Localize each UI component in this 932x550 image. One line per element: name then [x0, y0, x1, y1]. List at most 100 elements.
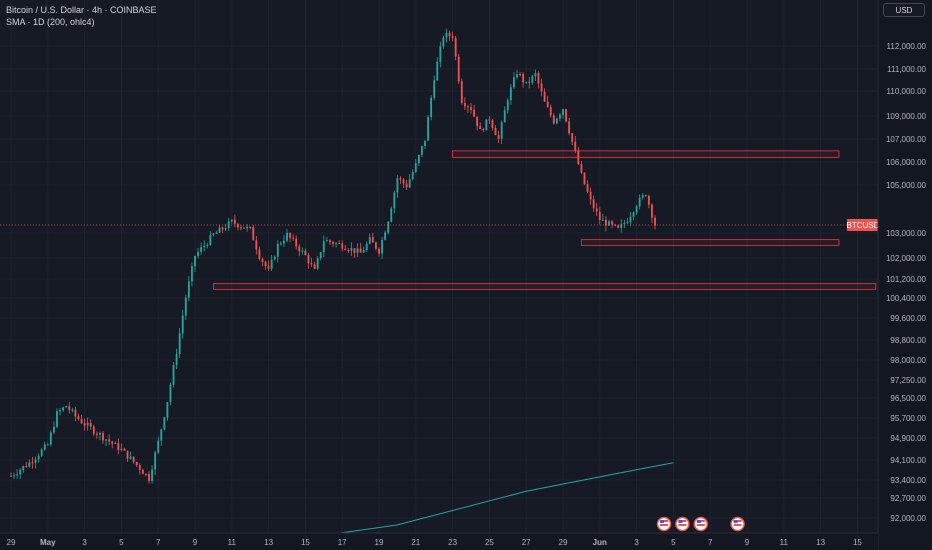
candle-body	[424, 140, 426, 147]
flag-icon-canton	[660, 520, 664, 523]
candle-body	[635, 206, 638, 213]
candle-body	[298, 246, 301, 252]
candle-body	[175, 354, 178, 366]
candle-body	[264, 261, 267, 267]
time-axis-label: 7	[156, 538, 161, 547]
candle-body	[601, 219, 604, 221]
time-axis-label: 29	[559, 538, 568, 547]
candle-body	[568, 121, 571, 134]
candle-body	[467, 106, 469, 108]
candle-body	[595, 208, 598, 212]
candle-body	[86, 422, 89, 426]
candle-body	[417, 154, 420, 164]
candle-body	[421, 146, 423, 155]
time-axis-label: 23	[448, 538, 457, 547]
candle-body	[286, 233, 288, 241]
candle-body	[111, 441, 114, 444]
candle-body	[105, 439, 107, 441]
candle-body	[99, 433, 101, 435]
candle-body	[187, 281, 190, 298]
price-axis-label: 99,600.00	[890, 314, 926, 323]
candle-body	[353, 248, 356, 253]
candle-body	[301, 250, 304, 252]
plot-background	[0, 0, 878, 533]
candle-body	[531, 76, 534, 83]
candle-body	[457, 56, 460, 82]
candle-body	[184, 297, 187, 316]
candle-body	[221, 227, 224, 230]
time-axis: 29 May 3 5 7 9 11 13 15 17 19 21 23 25 27 29 Jun 3 5 7 9 11 13…	[0, 532, 878, 550]
price-axis-label: 98,000.00	[890, 356, 926, 365]
time-axis-label: 5	[671, 538, 676, 547]
price-axis-label: 110,000.00	[887, 87, 927, 96]
us-flag-event-icon[interactable]	[675, 516, 690, 532]
candle-body	[638, 197, 641, 207]
candle-body	[132, 456, 135, 462]
candle-body	[344, 248, 347, 250]
candle-body	[141, 469, 144, 474]
candle-body	[534, 73, 537, 77]
candle-body	[206, 244, 209, 246]
candle-body	[295, 238, 298, 247]
candle-body	[80, 419, 83, 424]
time-axis-label: 7	[708, 538, 713, 547]
candle-body	[390, 208, 393, 222]
candle-body	[365, 243, 368, 251]
candle-body	[408, 179, 411, 188]
candle-body	[371, 237, 374, 243]
flag-icon-stripe	[660, 524, 668, 526]
candle-body	[525, 81, 528, 83]
candle-body	[22, 466, 25, 470]
price-axis-label: 92,000.00	[890, 514, 926, 523]
candle-body	[479, 126, 482, 129]
candle-body	[240, 227, 242, 229]
candle-body	[485, 119, 488, 131]
candle-body	[37, 455, 40, 460]
price-axis-panel	[878, 0, 932, 550]
candle-body	[559, 114, 561, 119]
time-axis-label: 3	[82, 538, 87, 547]
symbol-tag-text: BTCUSD	[847, 221, 880, 230]
candle-body	[31, 462, 34, 464]
candle-body	[56, 411, 58, 427]
time-axis-label: 27	[522, 538, 531, 547]
time-axis-label: 15	[301, 538, 310, 547]
candle-body	[108, 439, 111, 442]
event-markers	[656, 516, 745, 532]
price-axis-label: 95,700.00	[890, 414, 926, 423]
candle-body	[513, 77, 515, 88]
candle-body	[586, 184, 589, 192]
candle-body	[160, 429, 163, 441]
us-flag-event-icon[interactable]	[693, 516, 709, 532]
candle-body	[589, 191, 592, 200]
candle-body	[319, 252, 322, 259]
indicator-legend[interactable]: SMA · 1D (200, ohlc4)	[6, 17, 95, 27]
candle-body	[359, 248, 362, 253]
candle-body	[157, 440, 160, 453]
time-axis-label: 11	[780, 538, 789, 547]
candle-body	[473, 109, 475, 117]
candle-body	[126, 450, 129, 459]
candle-body	[439, 46, 442, 62]
candle-body	[644, 195, 647, 197]
us-flag-event-icon[interactable]	[730, 516, 745, 532]
time-axis-label: 13	[816, 538, 825, 547]
candle-body	[350, 248, 353, 251]
time-axis-label: 13	[264, 538, 273, 547]
candle-body	[381, 239, 383, 254]
symbol-title[interactable]: Bitcoin / U.S. Dollar · 4h · COINBASE	[6, 5, 157, 15]
candle-body	[310, 263, 313, 265]
candle-body	[43, 444, 46, 450]
candle-body	[341, 243, 344, 249]
candle-body	[237, 223, 239, 228]
candle-body	[375, 242, 377, 249]
us-flag-event-icon[interactable]	[656, 516, 672, 532]
currency-button[interactable]: USD	[883, 3, 925, 17]
candle-body	[384, 232, 387, 240]
candle-body	[255, 240, 258, 250]
candle-body	[605, 219, 607, 226]
candle-body	[522, 74, 525, 83]
zone-rect	[212, 283, 877, 290]
candle-body	[519, 74, 521, 76]
